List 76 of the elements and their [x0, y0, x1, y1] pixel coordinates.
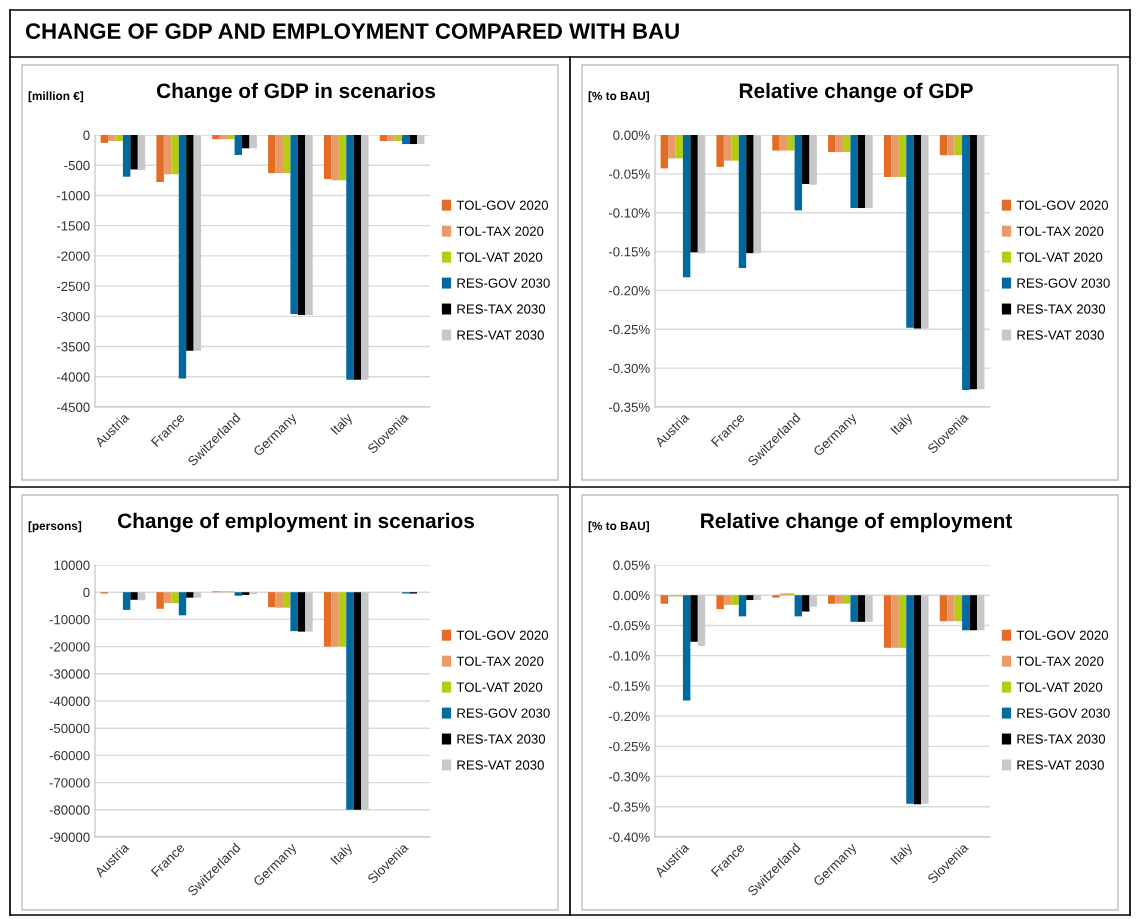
legend-label: TOL-GOV 2020 [456, 630, 549, 640]
y-tick-label: 0 [83, 587, 90, 598]
x-tick-label: Italy [330, 841, 355, 867]
legend-label: RES-GOV 2030 [1017, 708, 1110, 718]
y-tick-label: -2500 [56, 281, 90, 292]
y-tick-label: -0.10% [608, 208, 650, 218]
legend-label: RES-VAT 2030 [457, 330, 544, 340]
legend-label: RES-TAX 2030 [457, 304, 546, 314]
y-tick-label: 0.00% [613, 130, 650, 140]
y-tick-label: -30000 [49, 669, 90, 679]
y-axis-title: [persons] [28, 521, 82, 533]
legend-label: RES-VAT 2030 [1017, 330, 1104, 340]
y-tick-label: -0.40% [608, 832, 650, 842]
y-tick-label: -1500 [56, 221, 90, 231]
y-axis-title: [% to BAU] [588, 521, 649, 533]
y-axis-title: [million €] [28, 91, 84, 103]
legend-label: TOL-VAT 2020 [456, 252, 543, 262]
legend-label: TOL-VAT 2020 [1016, 252, 1103, 262]
y-axis-title: [% to BAU] [588, 91, 649, 103]
legend-label: RES-GOV 2030 [457, 278, 550, 288]
legend-label: TOL-GOV 2020 [1016, 630, 1109, 640]
legend-label: RES-TAX 2030 [457, 734, 546, 744]
x-tick-label: Italy [330, 411, 355, 437]
y-tick-label: -80000 [49, 805, 90, 815]
y-tick-label: 0.05% [613, 560, 650, 570]
y-tick-label: -0.05% [608, 169, 650, 179]
y-tick-label: -0.30% [608, 772, 650, 782]
y-tick-label: -0.10% [608, 651, 650, 661]
y-tick-label: -0.20% [608, 286, 650, 296]
legend-label: RES-VAT 2030 [1017, 760, 1104, 770]
y-tick-label: -70000 [49, 778, 90, 788]
legend-label: RES-TAX 2030 [1017, 734, 1106, 744]
legend-label: TOL-TAX 2020 [456, 656, 544, 666]
legend-label: TOL-VAT 2020 [1016, 682, 1103, 692]
chart-title: Change of GDP in scenarios [156, 82, 436, 103]
legend-label: TOL-TAX 2020 [1016, 226, 1104, 236]
y-tick-label: -0.25% [608, 741, 650, 752]
legend-label: TOL-TAX 2020 [456, 226, 544, 236]
y-tick-label: -0.15% [608, 681, 650, 691]
y-tick-label: -20000 [49, 642, 90, 652]
y-tick-label: -0.05% [608, 621, 650, 631]
legend-label: RES-TAX 2030 [1017, 304, 1106, 314]
chart-title: Relative change of GDP [739, 82, 973, 103]
chart-title: Relative change of employment [701, 512, 1013, 533]
legend-label: RES-GOV 2030 [457, 708, 550, 718]
y-tick-label: -3500 [56, 342, 90, 352]
y-tick-label: -40000 [49, 696, 90, 706]
legend-label: RES-VAT 2030 [457, 760, 544, 770]
y-tick-label: -0.35% [608, 802, 650, 812]
y-tick-label: 10000 [54, 560, 90, 570]
legend-label: TOL-GOV 2020 [1016, 200, 1109, 210]
y-tick-label: -3000 [56, 311, 90, 322]
y-tick-label: -10000 [49, 614, 90, 625]
y-tick-label: -50000 [49, 723, 90, 734]
legend-label: TOL-GOV 2020 [456, 200, 549, 210]
y-tick-label: -0.30% [608, 363, 650, 374]
y-tick-label: -4000 [56, 372, 90, 382]
y-tick-label: -0.15% [608, 247, 650, 257]
y-tick-label: -0.20% [608, 711, 650, 722]
legend-label: RES-GOV 2030 [1017, 278, 1110, 288]
chart-title: Change of employment in scenarios [118, 512, 475, 533]
y-tick-label: -60000 [49, 750, 90, 761]
y-tick-label: 0 [83, 130, 90, 140]
x-tick-label: Italy [890, 411, 915, 437]
y-tick-label: -2000 [56, 251, 90, 261]
x-tick-label: Italy [890, 841, 915, 867]
y-tick-label: -0.35% [608, 402, 650, 412]
text: CHANGE OF GDP AND EMPLOYMENT COMPARED WITH BAU [25, 23, 679, 39]
y-tick-label: -4500 [56, 402, 90, 412]
y-tick-label: -1000 [56, 191, 90, 201]
y-tick-label: -90000 [49, 832, 90, 842]
y-tick-label: -500 [64, 160, 90, 171]
y-tick-label: -0.25% [608, 324, 650, 335]
legend-label: TOL-VAT 2020 [456, 682, 543, 692]
legend-label: TOL-TAX 2020 [1016, 656, 1104, 666]
y-tick-label: 0.00% [613, 590, 650, 601]
